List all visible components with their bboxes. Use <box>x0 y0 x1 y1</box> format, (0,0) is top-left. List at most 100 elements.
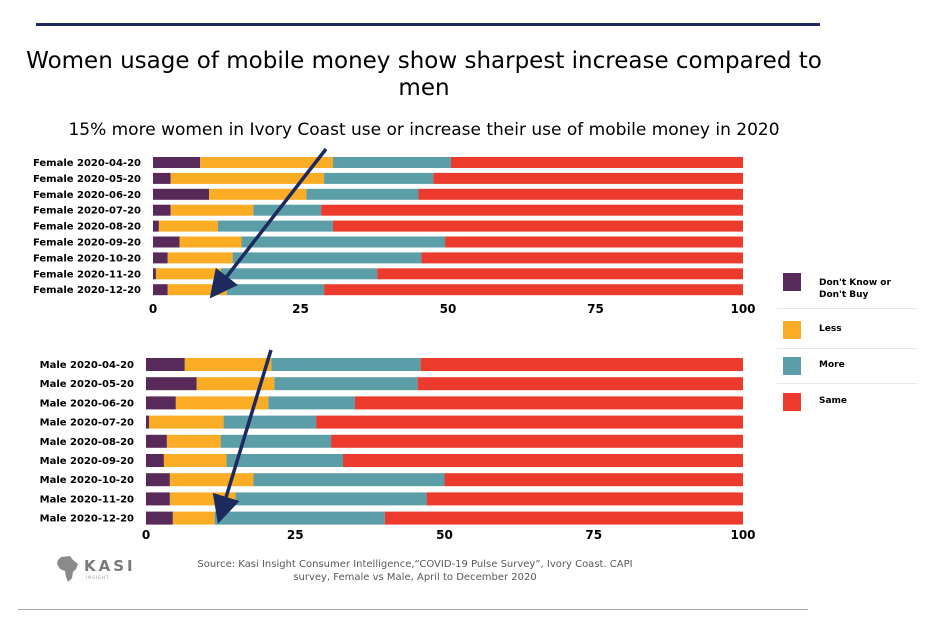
bar-segment-less <box>179 236 242 248</box>
male-chart: Male 2020-04-20 Male 2020-05-20 Male 2020-… <box>40 358 756 542</box>
bar-segment-more <box>217 220 333 232</box>
bar-segment-less <box>172 511 215 525</box>
bar-segment-more <box>220 434 332 448</box>
female-chart: Female 2020-04-20 Female 2020-05-20 Female… <box>33 157 756 316</box>
bar-segment-more <box>253 473 445 487</box>
bar-segment-less <box>158 220 218 232</box>
bar-segment-dont-know <box>153 188 210 200</box>
bar-segment-dont-know <box>146 415 149 429</box>
category-label: Male 2020-09-20 <box>40 456 134 467</box>
legend-label-dont-know: Don't Know or Don't Buy <box>819 278 891 300</box>
bar-segment-less <box>170 172 325 184</box>
bar-segment-more <box>232 252 422 264</box>
bar-segment-more <box>223 415 317 429</box>
x-tick-label: 50 <box>440 302 457 316</box>
x-tick-label: 0 <box>149 302 157 316</box>
bar-segment-dont-know <box>153 236 180 248</box>
legend-divider <box>777 348 917 349</box>
africa-icon <box>57 556 78 582</box>
bottom-rule <box>18 609 808 610</box>
x-tick-label: 100 <box>730 528 755 542</box>
legend-swatch-more <box>783 357 801 375</box>
category-label: Female 2020-11-20 <box>33 269 141 280</box>
x-tick-label: 75 <box>587 302 604 316</box>
category-label: Female 2020-06-20 <box>33 190 141 201</box>
bar-segment-dont-know <box>146 377 197 391</box>
bar-segment-same <box>384 511 743 525</box>
bar-segment-dont-know <box>153 252 168 264</box>
bar-segment-dont-know <box>153 284 168 296</box>
male-trend-arrow <box>212 349 273 524</box>
legend-label-same: Same <box>819 396 848 406</box>
legend-label-less: Less <box>819 324 842 334</box>
bar-segment-more <box>226 454 344 467</box>
category-label: Male 2020-11-20 <box>40 494 134 505</box>
bar-segment-less <box>166 434 221 448</box>
bar-segment-same <box>331 434 743 448</box>
page-subtitle: 15% more women in Ivory Coast use or inc… <box>68 120 780 140</box>
bar-segment-less <box>196 377 275 391</box>
bar-segment-dont-know <box>146 473 170 487</box>
bar-segment-same <box>445 236 743 248</box>
bar-segment-dont-know <box>153 172 171 184</box>
bar-segment-dont-know <box>153 204 171 216</box>
bar-segment-same <box>433 172 743 184</box>
bar-segment-less <box>175 396 269 410</box>
bar-segment-dont-know <box>153 220 159 232</box>
bar-segment-same <box>321 204 743 216</box>
category-label: Female 2020-09-20 <box>33 238 141 249</box>
bar-segment-less <box>148 415 224 429</box>
bar-segment-less <box>200 157 333 168</box>
bar-segment-dont-know <box>146 454 164 467</box>
bar-segment-less <box>163 454 227 467</box>
category-label: Male 2020-08-20 <box>40 437 134 448</box>
bar-segment-same <box>450 157 743 168</box>
bar-segment-same <box>444 473 743 487</box>
bar-segment-same <box>420 358 743 371</box>
legend-label-more: More <box>819 360 845 370</box>
bar-segment-more <box>220 268 378 280</box>
bar-segment-more <box>274 377 418 391</box>
bar-segment-dont-know <box>153 157 201 168</box>
x-tick-label: 100 <box>730 302 755 316</box>
bar-segment-same <box>418 188 743 200</box>
legend-swatch-same <box>783 393 801 411</box>
bar-segment-more <box>226 284 325 296</box>
legend-swatch-less <box>783 321 801 339</box>
bar-segment-more <box>306 188 419 200</box>
bar-segment-less <box>209 188 307 200</box>
bar-segment-same <box>417 377 743 391</box>
bar-segment-less <box>167 252 233 264</box>
bar-segment-more <box>332 157 451 168</box>
logo-subtext: INSIGHT <box>86 575 110 580</box>
bar-segment-more <box>253 204 322 216</box>
bar-segment-same <box>421 252 743 264</box>
x-tick-label: 75 <box>585 528 602 542</box>
bar-segment-more <box>214 511 385 525</box>
category-label: Female 2020-12-20 <box>33 285 141 296</box>
bar-segment-same <box>354 396 743 410</box>
x-tick-label: 0 <box>142 528 150 542</box>
category-label: Male 2020-05-20 <box>40 379 134 390</box>
bar-segment-more <box>241 236 446 248</box>
source-note: Source: Kasi Insight Consumer Intelligen… <box>197 559 633 583</box>
bar-segment-less <box>169 473 254 487</box>
female-trend-arrow <box>209 147 328 299</box>
category-label: Male 2020-07-20 <box>40 418 134 429</box>
category-label: Female 2020-08-20 <box>33 222 141 233</box>
bar-segment-less <box>155 268 221 280</box>
legend-swatch-dont-know <box>783 273 801 291</box>
bar-segment-same <box>332 220 743 232</box>
bar-segment-dont-know <box>146 511 173 525</box>
bar-segment-more <box>235 492 427 506</box>
category-label: Male 2020-12-20 <box>40 514 134 525</box>
x-tick-label: 25 <box>287 528 304 542</box>
category-label: Female 2020-07-20 <box>33 206 141 217</box>
bar-segment-same <box>377 268 743 280</box>
kasi-logo: KASI INSIGHT <box>56 555 156 585</box>
bar-segment-dont-know <box>153 268 156 280</box>
bar-segment-same <box>426 492 743 506</box>
category-label: Female 2020-10-20 <box>33 253 141 264</box>
top-rule <box>36 23 820 26</box>
